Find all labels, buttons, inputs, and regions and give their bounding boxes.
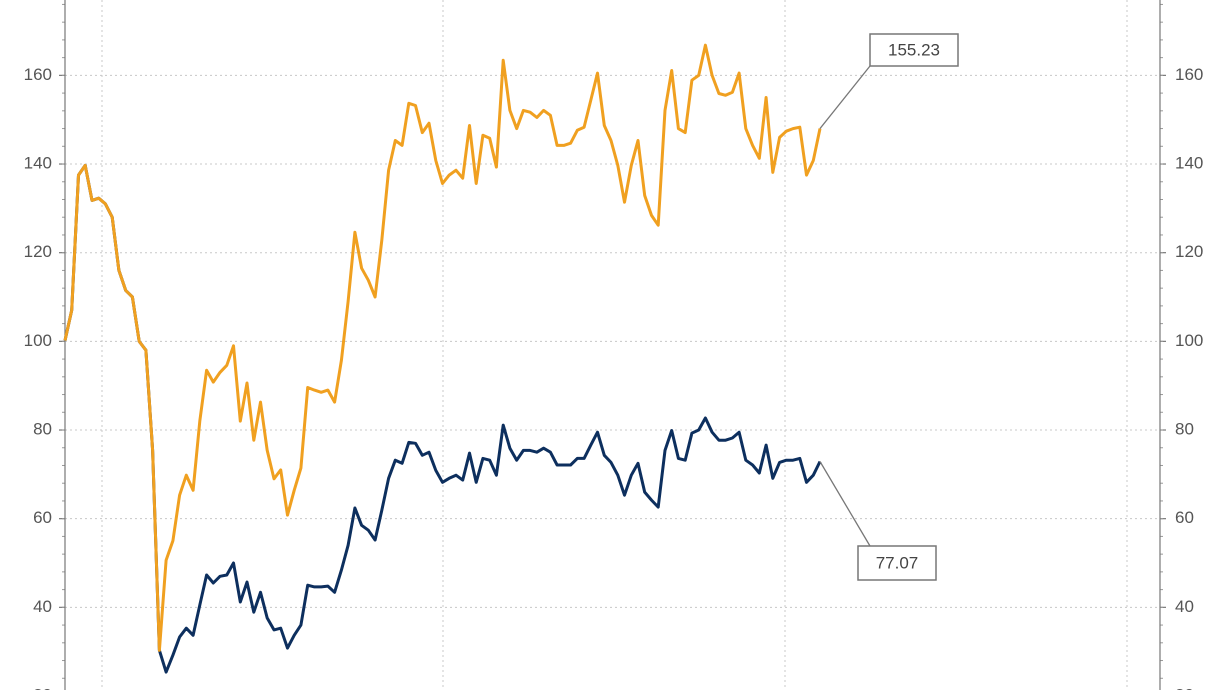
y-tick-label: 80	[33, 419, 52, 438]
annotation-leader	[819, 461, 871, 547]
y2-tick-label: 80	[1175, 419, 1194, 438]
annotation-label: 155.23	[888, 40, 940, 59]
y-tick-label: 100	[24, 331, 52, 350]
y2-tick-label: 20	[1175, 685, 1194, 690]
y2-tick-label: 160	[1175, 65, 1203, 84]
y2-tick-label: 60	[1175, 508, 1194, 527]
series-line	[63, 43, 822, 652]
annotation-box	[869, 33, 959, 67]
annotation-box	[857, 545, 937, 581]
y2-tick-label: 40	[1175, 597, 1194, 616]
y-tick-label: 140	[24, 154, 52, 173]
y2-tick-label: 120	[1175, 242, 1203, 261]
y-tick-label: 60	[33, 508, 52, 527]
y2-tick-label: 140	[1175, 154, 1203, 173]
y-tick-label: 20	[33, 685, 52, 690]
y-tick-label: 40	[33, 597, 52, 616]
annotation-leader	[819, 65, 871, 129]
annotation-label: 77.07	[876, 553, 919, 572]
y2-tick-label: 100	[1175, 331, 1203, 350]
series-line	[63, 163, 822, 674]
y-tick-label: 120	[24, 242, 52, 261]
y-tick-label: 160	[24, 65, 52, 84]
